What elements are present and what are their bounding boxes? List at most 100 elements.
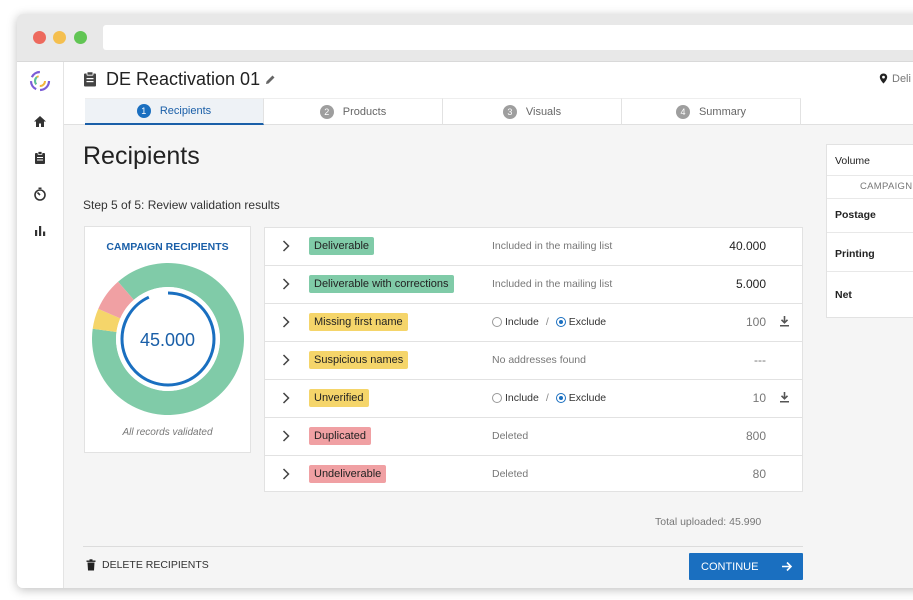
status-badge: Missing first name [309,313,408,331]
download-icon[interactable] [779,315,790,327]
status-badge: Undeliverable [309,465,387,483]
chevron-right-icon[interactable] [282,278,290,290]
cost-summary-card: Volume CAMPAIGN Postage Printing Net [826,144,913,318]
minimize-window-button[interactable] [53,31,66,44]
trash-icon [86,559,96,571]
donut-hole [116,287,220,391]
divider [83,546,803,547]
postage-label: Postage [835,209,876,221]
download-icon[interactable] [779,391,790,403]
step-label: Summary [698,106,747,118]
page-title: DE Reactivation 01 [106,69,261,89]
donut-segment [92,263,244,415]
chevron-right-icon[interactable] [282,392,290,404]
donut-segment [92,308,121,332]
printing-label: Printing [835,248,875,260]
card-title: CAMPAIGN RECIPIENTS [106,241,229,253]
home-icon[interactable] [32,114,48,130]
divider [827,198,913,199]
tab-visuals[interactable]: 3 Visuals [443,98,622,125]
delete-recipients-label: DELETE RECIPIENTS [102,559,209,571]
chevron-right-icon[interactable] [282,316,290,328]
step-label: Visuals [525,106,562,118]
include-label: Include [505,392,539,404]
validation-caption: All records validated [122,427,213,438]
step-number: 1 [136,104,151,118]
row-description: Deleted [492,468,529,480]
row-count: 40.000 [729,239,766,253]
step-label: Products [342,106,387,118]
row-count: 80 [752,467,766,481]
bar-chart-icon[interactable] [32,222,48,238]
row-description: Included in the mailing list [492,240,613,252]
pencil-icon[interactable] [264,73,277,86]
list-item: Deliverable Included in the mailing list… [265,228,802,266]
include-radio[interactable] [492,393,502,403]
divider [827,271,913,272]
sidebar [17,62,64,588]
stepper: 1 Recipients 2 Products 3 Visuals 4 Summary [64,98,913,125]
campaign-column-label: CAMPAIGN [860,181,913,192]
recipients-donut-chart [92,263,244,415]
status-badge: Suspicious names [309,351,409,369]
option-separator: / [545,392,549,404]
address-bar[interactable] [103,25,913,50]
recipients-total: 45.000 [139,330,196,350]
step-number: 3 [502,105,517,119]
row-count: 800 [745,429,766,443]
section-title: Recipients [83,142,200,170]
chevron-right-icon[interactable] [282,354,290,366]
row-count: 10 [752,391,766,405]
step-number: 2 [319,105,334,119]
status-badge: Unverified [309,389,369,407]
row-description: Included in the mailing list [492,278,613,290]
clipboard-icon[interactable] [32,150,48,166]
tab-summary[interactable]: 4 Summary [622,98,801,125]
row-count: --- [754,353,766,367]
maximize-window-button[interactable] [74,31,87,44]
validation-results-list: Deliverable Included in the mailing list… [264,227,803,492]
row-count: 100 [745,315,766,329]
clipboard-icon [84,71,96,87]
step-number: 4 [675,105,690,119]
browser-window: DE Reactivation 01 Deli 1 Recipients 2 Pro… [17,14,913,588]
row-count: 5.000 [735,277,766,291]
status-badge: Deliverable [309,237,375,255]
chevron-right-icon[interactable] [282,430,290,442]
volume-label: Volume [835,155,871,167]
exclude-radio[interactable] [555,317,566,327]
status-badge: Deliverable with corrections [309,275,454,293]
step-description: Step 5 of 5: Review validation results [83,198,280,212]
exclude-label: Exclude [568,392,607,404]
divider [827,232,913,233]
continue-button[interactable]: CONTINUE [689,553,803,580]
page-header: DE Reactivation 01 Deli [64,62,913,98]
tab-products[interactable]: 2 Products [264,98,443,125]
row-description: Deleted [492,430,529,442]
continue-label: CONTINUE [701,560,759,573]
delete-recipients-button[interactable]: DELETE RECIPIENTS [86,559,209,571]
list-item: Missing first name Include / Exclude 100 [265,304,802,342]
validation-progress-ring [120,291,216,387]
tab-recipients[interactable]: 1 Recipients [85,98,264,125]
timer-icon[interactable] [32,186,48,202]
chevron-right-icon[interactable] [282,468,290,480]
app-logo-icon[interactable] [29,70,51,92]
arrow-right-icon [782,561,793,572]
exclude-label: Exclude [568,316,607,328]
list-item: Deliverable with corrections Included in… [265,266,802,304]
row-description: No addresses found [492,354,586,366]
chevron-right-icon[interactable] [282,240,290,252]
include-exclude-options: Include / Exclude [492,392,606,404]
location-pin-icon [879,73,888,84]
browser-titlebar [17,14,913,62]
list-item: Suspicious names No addresses found --- [265,342,802,380]
include-radio[interactable] [492,317,502,327]
close-window-button[interactable] [33,31,46,44]
option-separator: / [545,316,549,328]
exclude-radio[interactable] [555,393,566,403]
delivery-info[interactable]: Deli [879,73,911,85]
delivery-label: Deli [892,73,911,85]
include-label: Include [505,316,539,328]
status-badge: Duplicated [309,427,371,445]
